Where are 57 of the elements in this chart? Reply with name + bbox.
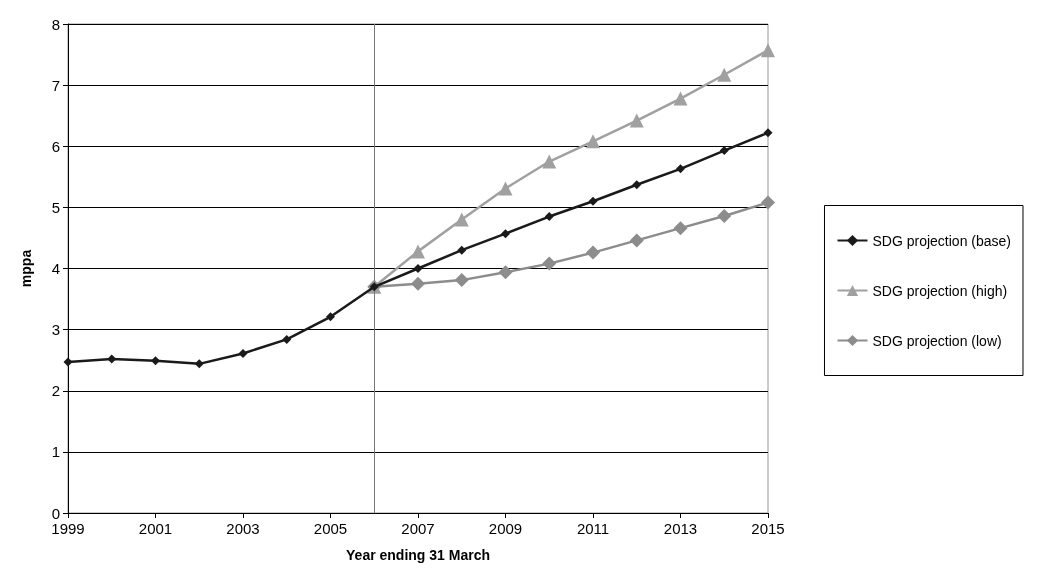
x-tick-label: 2013: [663, 520, 698, 537]
point: [676, 164, 685, 174]
point: [454, 273, 469, 288]
legend-label: SDG projection (low): [872, 332, 1002, 349]
y-tick-label: 0: [51, 504, 60, 522]
x-tick-label: 2009: [488, 520, 523, 537]
point: [411, 244, 425, 259]
point: [542, 256, 557, 271]
x-tick-label: 1999: [51, 520, 85, 537]
y-tick-label: 7: [51, 76, 60, 94]
point: [411, 276, 425, 291]
point: [717, 208, 732, 223]
point: [542, 154, 557, 169]
point: [629, 113, 644, 128]
y-tick-label: 3: [51, 321, 60, 339]
point: [629, 233, 644, 248]
point: [413, 264, 423, 273]
point: [632, 180, 642, 190]
point: [194, 359, 204, 369]
point: [63, 357, 73, 367]
point: [761, 195, 775, 210]
y-tick-label: 4: [51, 260, 60, 277]
x-tick-label: 2005: [313, 520, 348, 537]
x-tick-label: 2003: [226, 520, 260, 537]
y-tick-label: 6: [51, 137, 60, 155]
point: [586, 245, 600, 260]
point: [586, 134, 600, 149]
point: [326, 312, 335, 322]
point: [761, 43, 775, 58]
point: [238, 348, 248, 358]
point: [501, 229, 510, 239]
point: [719, 146, 729, 156]
x-tick-label: 2015: [751, 520, 785, 537]
point: [498, 265, 513, 280]
y-tick-label: 8: [51, 15, 60, 33]
x-tick-label: 2011: [576, 520, 610, 537]
y-tick-label: 1: [51, 443, 60, 461]
point: [498, 181, 513, 196]
y-axis-title: mppa: [18, 249, 34, 288]
point: [717, 67, 732, 82]
point: [544, 212, 554, 222]
legend-label: SDG projection (base): [872, 232, 1012, 249]
point: [454, 212, 469, 227]
point: [282, 334, 292, 344]
x-tick-label: 2001: [138, 520, 173, 537]
point: [107, 354, 117, 364]
x-axis-title: Year ending 31 March: [346, 547, 490, 563]
y-tick-label: 5: [51, 198, 60, 216]
legend-label: SDG projection (high): [872, 282, 1008, 299]
point: [673, 221, 688, 236]
y-tick-label: 2: [51, 382, 60, 400]
x-tick-label: 2007: [401, 520, 435, 537]
point: [673, 91, 688, 106]
point: [763, 128, 773, 138]
point: [151, 356, 160, 366]
point: [588, 196, 598, 206]
point: [457, 245, 467, 255]
